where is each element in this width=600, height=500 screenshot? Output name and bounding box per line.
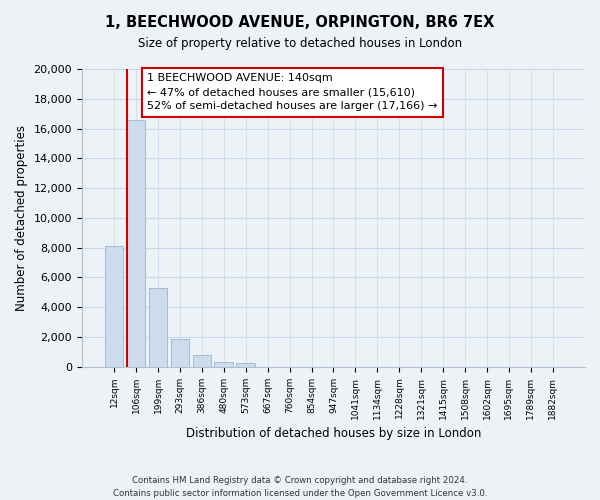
Bar <box>149 288 167 367</box>
Bar <box>236 362 255 367</box>
Text: Size of property relative to detached houses in London: Size of property relative to detached ho… <box>138 38 462 51</box>
X-axis label: Distribution of detached houses by size in London: Distribution of detached houses by size … <box>186 427 481 440</box>
Text: Contains HM Land Registry data © Crown copyright and database right 2024.
Contai: Contains HM Land Registry data © Crown c… <box>113 476 487 498</box>
Bar <box>170 340 189 367</box>
Text: 1 BEECHWOOD AVENUE: 140sqm
← 47% of detached houses are smaller (15,610)
52% of : 1 BEECHWOOD AVENUE: 140sqm ← 47% of deta… <box>148 74 437 112</box>
Text: 1, BEECHWOOD AVENUE, ORPINGTON, BR6 7EX: 1, BEECHWOOD AVENUE, ORPINGTON, BR6 7EX <box>106 15 494 30</box>
Bar <box>193 355 211 367</box>
Y-axis label: Number of detached properties: Number of detached properties <box>15 125 28 311</box>
Bar <box>105 246 124 367</box>
Bar <box>214 362 233 367</box>
Bar <box>127 120 145 367</box>
